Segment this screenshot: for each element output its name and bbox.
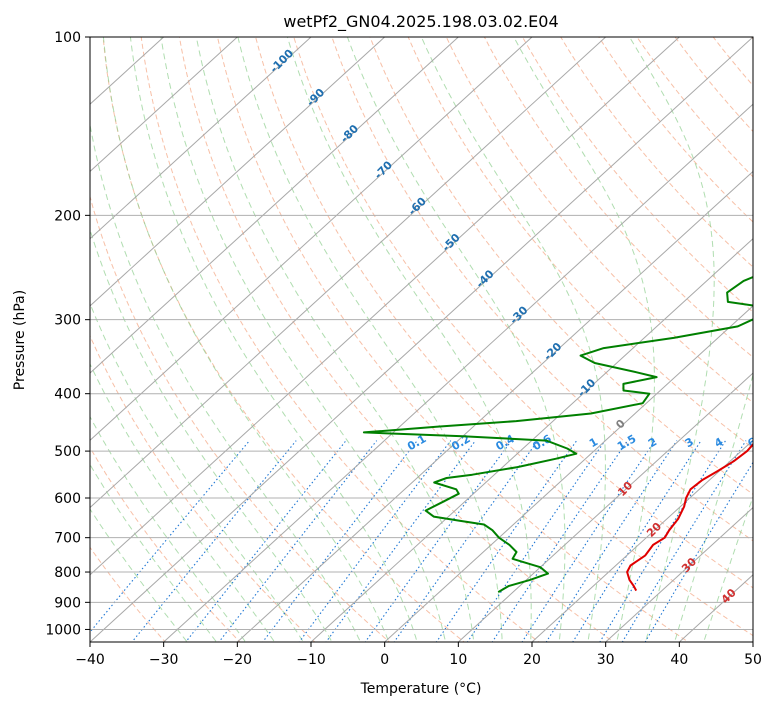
- x-tick-label: 10: [449, 652, 467, 668]
- moist-adiabat-line: [102, 37, 390, 642]
- isotherm-line: [90, 37, 681, 576]
- y-tick-label: 800: [54, 565, 81, 581]
- y-tick-label: 1000: [45, 622, 81, 638]
- y-tick-label: 600: [54, 491, 81, 507]
- isotherm-line: [457, 372, 753, 642]
- temperature-profile-line: [626, 442, 753, 592]
- profile-lines: [362, 275, 753, 593]
- x-tick-label: 50: [744, 652, 762, 668]
- isotherm-line: [604, 506, 753, 642]
- moist-adiabat-line: [674, 372, 753, 642]
- moist-adiabat-line: [629, 37, 715, 642]
- mixing-ratio-label: 6: [745, 435, 758, 450]
- background-lines: [90, 37, 753, 642]
- moist-adiabat-line: [420, 37, 606, 642]
- dry-adiabat-line: [216, 37, 690, 642]
- mixing-ratio-line: [599, 440, 727, 642]
- y-tick-label: 200: [54, 208, 81, 224]
- dry-adiabat-line: [90, 194, 391, 642]
- dry-adiabat-line: [140, 37, 540, 642]
- x-tick-label: 30: [597, 652, 615, 668]
- isotherm-line: [90, 37, 607, 509]
- dry-adiabat-line: [521, 37, 753, 313]
- isotherm-line: [90, 37, 460, 374]
- isotherm-line: [90, 37, 312, 240]
- mixing-ratio-line: [393, 440, 539, 642]
- moist-adiabat-line: [237, 37, 503, 642]
- mixing-ratio-line: [298, 440, 452, 642]
- mixing-ratio-line: [621, 440, 747, 642]
- x-tick-label: −20: [223, 652, 253, 668]
- mixing-ratio-line: [572, 440, 702, 642]
- moist-adiabat-line: [160, 37, 447, 642]
- moist-adiabat-line: [90, 362, 276, 642]
- isotherm-line: [236, 170, 753, 642]
- y-tick-label: 500: [54, 444, 81, 460]
- mixing-ratio-line: [466, 440, 606, 642]
- axes: −40 −30 −20 −10 0 10 20 30 40 50 100 200 300 400 500 60…: [45, 30, 762, 668]
- plot-frame: [89, 36, 754, 643]
- x-tick-label: 0: [380, 652, 389, 668]
- moist-adiabat-line: [513, 37, 655, 642]
- moist-adiabat-line: [90, 302, 304, 642]
- x-tick-label: −10: [296, 652, 326, 668]
- dry-adiabat-line: [90, 334, 316, 642]
- dry-adiabat-line: [255, 37, 753, 637]
- mixing-ratio-line: [185, 440, 347, 642]
- isotherm-line: [90, 37, 753, 642]
- y-tick-label: 700: [54, 531, 81, 547]
- moist-adiabat-line: [90, 463, 218, 642]
- isotherm-line: [531, 439, 753, 642]
- x-tick-label: 20: [523, 652, 541, 668]
- dewpoint-profile-line: [362, 275, 753, 593]
- dry-adiabat-line: [331, 37, 753, 542]
- moist-adiabat-line: [286, 37, 532, 642]
- mixing-ratio-line: [435, 440, 578, 642]
- y-tick-label: 300: [54, 313, 81, 329]
- y-tick-label: 900: [54, 595, 81, 611]
- isotherm-line: [90, 37, 533, 442]
- isotherm-line: [310, 237, 753, 642]
- dry-adiabat-line: [90, 546, 166, 642]
- dry-adiabat-line: [445, 37, 753, 404]
- dry-adiabat-line: [178, 37, 615, 642]
- moist-adiabat-line: [703, 495, 753, 642]
- chart-title: wetPf2_GN04.2025.198.03.02.E04: [283, 12, 558, 32]
- mixing-ratio-line: [131, 440, 297, 642]
- moist-adiabat-line: [90, 122, 362, 642]
- isotherm-line: [162, 103, 753, 642]
- isotherm-line: [90, 37, 386, 307]
- x-axis-title: Temperature (°C): [360, 681, 482, 697]
- dry-adiabat-line: [407, 37, 753, 449]
- moist-adiabat-line: [90, 415, 247, 642]
- mixing-ratio-line: [364, 440, 512, 642]
- isotherm-line: [383, 305, 753, 642]
- y-tick-label: 100: [54, 30, 81, 46]
- x-tick-label: 40: [670, 652, 688, 668]
- moist-adiabat-line: [90, 508, 188, 642]
- moist-adiabat-line: [195, 37, 475, 642]
- x-tick-label: −40: [75, 652, 105, 668]
- moist-adiabat-line: [346, 37, 566, 642]
- mixing-ratio-line: [90, 440, 251, 633]
- isotherm-line: [90, 37, 239, 173]
- dry-adiabat-line: [369, 37, 753, 495]
- dry-adiabat-line: [293, 37, 753, 589]
- y-axis-title: Pressure (hPa): [12, 290, 28, 390]
- dry-adiabat-line: [90, 446, 241, 642]
- x-tick-label: −30: [149, 652, 179, 668]
- moist-adiabat-line: [129, 37, 418, 642]
- y-tick-label: 400: [54, 387, 81, 403]
